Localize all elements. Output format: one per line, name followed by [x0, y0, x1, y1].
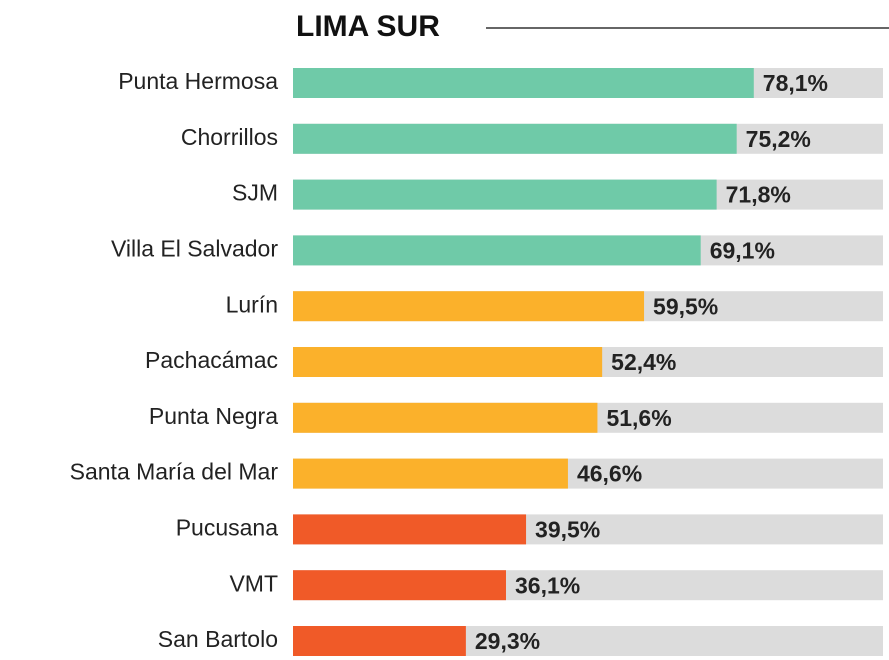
category-label: Punta Negra	[149, 403, 278, 429]
value-label: 69,1%	[710, 237, 775, 263]
value-label: 51,6%	[606, 405, 671, 431]
category-label: Chorrillos	[181, 124, 278, 150]
category-label: Punta Hermosa	[118, 68, 278, 94]
bar	[293, 123, 737, 154]
value-label: 36,1%	[515, 572, 580, 598]
bar	[293, 514, 527, 545]
bar	[293, 179, 717, 210]
category-label: Lurín	[226, 291, 278, 317]
category-label: Santa María del Mar	[70, 459, 279, 485]
bar	[293, 68, 754, 98]
bar	[293, 458, 568, 489]
bar	[293, 402, 598, 433]
bar	[293, 626, 466, 656]
value-label: 52,4%	[611, 349, 676, 375]
value-label: 39,5%	[535, 516, 600, 542]
value-label: 59,5%	[653, 293, 718, 319]
bar	[293, 291, 645, 322]
value-label: 71,8%	[726, 182, 791, 208]
bar	[293, 235, 701, 266]
bar	[293, 347, 603, 377]
bar	[293, 570, 506, 601]
category-label: Pucusana	[176, 514, 279, 540]
category-label: SJM	[232, 180, 278, 206]
value-label: 78,1%	[763, 70, 828, 96]
chart-title: LIMA SUR	[296, 10, 440, 43]
value-label: 29,3%	[475, 628, 540, 654]
category-label: San Bartolo	[158, 626, 278, 652]
value-label: 75,2%	[746, 126, 811, 152]
value-label: 46,6%	[577, 461, 642, 487]
category-label: Villa El Salvador	[111, 235, 278, 261]
category-label: Pachacámac	[145, 347, 278, 373]
category-label: VMT	[229, 570, 278, 596]
